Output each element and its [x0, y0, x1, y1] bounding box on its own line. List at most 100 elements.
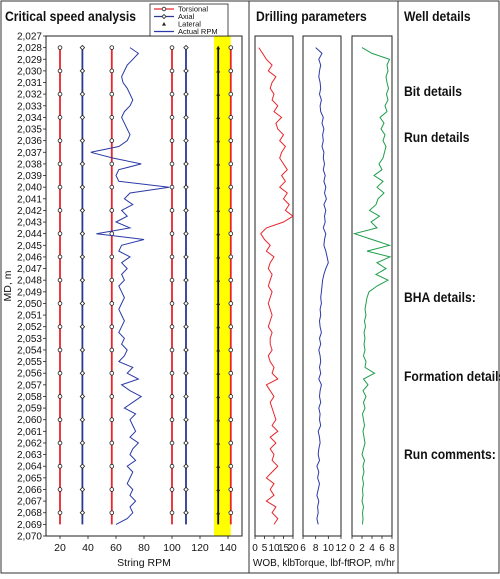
y-tick-label: 2,040 [17, 183, 42, 194]
marker-axial [79, 114, 86, 121]
x-tick-label: 60 [110, 542, 122, 554]
marker-torsional [109, 115, 115, 120]
marker-torsional [109, 370, 115, 376]
marker-torsional [109, 301, 115, 306]
run-comments-label: Run comments: [404, 447, 496, 462]
marker-lateral [216, 208, 221, 213]
marker-torsional [228, 301, 234, 306]
marker-torsional [57, 231, 63, 236]
marker-axial [79, 347, 86, 353]
marker-axial [183, 254, 189, 260]
marker-torsional [228, 440, 234, 446]
x-tick-label: 0 [252, 543, 258, 554]
marker-axial [79, 161, 86, 167]
strip-frame-wob [254, 35, 294, 537]
marker-axial [79, 486, 86, 493]
marker-torsional [169, 231, 175, 236]
legend-marker [161, 6, 167, 12]
marker-lateral [216, 68, 221, 73]
x-axis-label-rop: ROP, m/hr [349, 558, 396, 569]
y-tick-label: 2,063 [17, 450, 42, 461]
marker-torsional [109, 510, 115, 516]
marker-axial [79, 44, 86, 51]
x-tick-label: 15 [278, 543, 290, 554]
marker-torsional [228, 91, 234, 97]
marker-axial [183, 184, 189, 190]
marker-torsional [109, 184, 115, 190]
marker-lateral [216, 417, 221, 422]
y-tick-label: 2,044 [17, 229, 42, 240]
y-tick-label: 2,038 [17, 159, 42, 170]
line-torque [315, 47, 329, 525]
marker-torsional [169, 138, 175, 143]
marker-axial [183, 161, 189, 167]
marker-axial [79, 254, 86, 260]
y-tick-label: 2,051 [17, 311, 42, 322]
critical-band [214, 36, 231, 536]
marker-torsional [109, 324, 115, 329]
marker-lateral [216, 115, 221, 119]
marker-torsional [57, 138, 63, 143]
y-tick-label: 2,032 [17, 90, 42, 101]
y-tick-label: 2,034 [17, 113, 42, 124]
marker-axial [183, 44, 189, 51]
x-tick-label: 10 [323, 543, 335, 554]
marker-axial [183, 440, 189, 446]
marker-torsional [228, 254, 234, 260]
y-tick-label: 2,033 [17, 101, 42, 112]
marker-torsional [57, 417, 63, 423]
x-tick-label: 20 [54, 542, 66, 554]
y-tick-label: 2,050 [17, 299, 42, 310]
marker-axial [183, 347, 189, 353]
marker-torsional [57, 161, 63, 167]
marker-axial [79, 370, 86, 376]
marker-axial [79, 416, 86, 423]
y-tick-label: 2,042 [17, 206, 42, 217]
marker-torsional [57, 208, 63, 213]
y-tick-label: 2,058 [17, 392, 42, 403]
y-tick-label: 2,060 [17, 415, 42, 426]
y-tick-label: 2,056 [17, 369, 42, 380]
critical-speed-title: Critical speed analysis [5, 9, 137, 24]
marker-axial [79, 463, 86, 469]
marker-torsional [109, 68, 115, 74]
x-tick-label: 4 [369, 543, 375, 554]
y-tick-label: 2,037 [17, 148, 42, 159]
marker-torsional [109, 254, 115, 260]
y-tick-label: 2,057 [17, 380, 42, 391]
y-tick-label: 2,064 [17, 462, 42, 473]
y-tick-label: 2,047 [17, 264, 42, 275]
marker-torsional [57, 45, 63, 50]
marker-torsional [228, 347, 234, 353]
marker-lateral [216, 371, 221, 375]
y-tick-label: 2,029 [17, 55, 42, 66]
y-tick-label: 2,062 [17, 438, 42, 449]
marker-torsional [109, 45, 115, 50]
marker-axial [79, 230, 86, 237]
marker-torsional [109, 417, 115, 423]
marker-torsional [57, 184, 63, 190]
marker-torsional [169, 208, 175, 213]
x-tick-label: 120 [191, 542, 209, 554]
marker-lateral [216, 324, 221, 329]
x-tick-label: 100 [163, 542, 181, 554]
marker-lateral [216, 487, 221, 492]
marker-torsional [228, 324, 234, 329]
y-axis-label: MD, m [2, 270, 14, 301]
marker-torsional [228, 161, 234, 167]
marker-lateral [216, 510, 221, 515]
legend-label: Lateral [178, 20, 201, 29]
marker-torsional [57, 370, 63, 376]
y-tick-label: 2,028 [17, 43, 42, 54]
y-tick-label: 2,066 [17, 485, 42, 496]
marker-torsional [57, 510, 63, 516]
marker-axial [183, 91, 189, 97]
marker-axial [183, 416, 189, 423]
y-tick-label: 2,065 [17, 473, 42, 484]
marker-torsional [57, 68, 63, 74]
legend-marker [161, 13, 167, 20]
marker-lateral [216, 231, 221, 236]
x-tick-label: 5 [262, 543, 268, 554]
marker-torsional [169, 417, 175, 423]
y-tick-label: 2,049 [17, 287, 42, 298]
